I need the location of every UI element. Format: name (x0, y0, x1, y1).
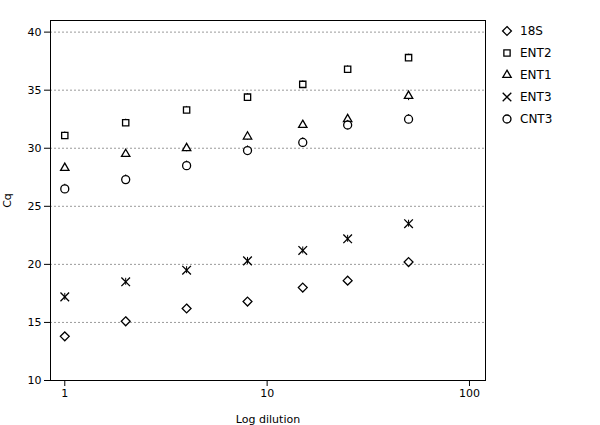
svg-text:10: 10 (28, 374, 42, 387)
svg-text:25: 25 (28, 200, 42, 213)
svg-text:15: 15 (28, 316, 42, 329)
html-text:ENT1: ENT1 (520, 68, 552, 82)
svg-text:Cq: Cq (1, 193, 14, 208)
svg-text:Log dilution: Log dilution (236, 413, 300, 425)
svg-text:10: 10 (260, 387, 274, 400)
html-text:18S: 18S (520, 24, 543, 38)
svg-text:20: 20 (28, 258, 42, 271)
html-text:ENT2: ENT2 (520, 46, 552, 60)
svg-text:100: 100 (459, 387, 480, 400)
svg-text:40: 40 (28, 26, 42, 39)
svg-text:30: 30 (28, 142, 42, 155)
svg-text:35: 35 (28, 84, 42, 97)
html-text:ENT3: ENT3 (520, 90, 552, 104)
html-text:CNT3: CNT3 (520, 112, 553, 126)
svg-text:1: 1 (61, 387, 68, 400)
